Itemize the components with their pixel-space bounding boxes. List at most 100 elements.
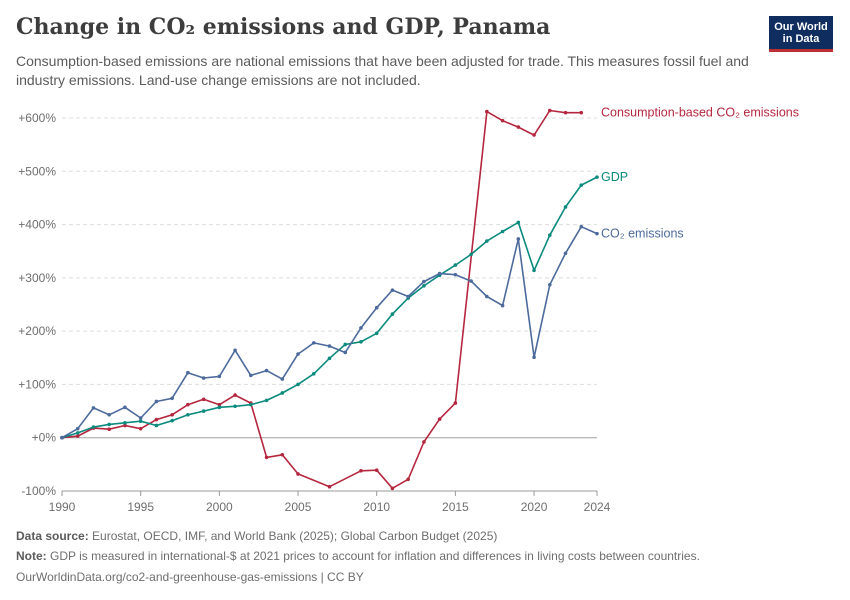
data-point-gdp [485, 239, 489, 243]
y-tick-label: -100% [21, 484, 56, 498]
data-point-consumption [547, 108, 552, 113]
data-point-consumption [327, 484, 332, 489]
data-point-gdp [327, 356, 332, 361]
data-point-gdp [343, 342, 348, 347]
owid-logo[interactable]: Our World in Data [769, 16, 833, 52]
data-point-consumption [75, 434, 80, 438]
data-point-co2 [343, 350, 348, 355]
series-label-co2: CO₂ emissions [601, 227, 684, 241]
data-point-co2 [500, 303, 505, 308]
data-point-co2 [359, 326, 363, 330]
data-point-consumption [532, 133, 536, 137]
data-point-consumption [500, 118, 505, 123]
source-url[interactable]: OurWorldinData.org/co2-and-greenhouse-ga… [16, 570, 364, 584]
data-point-gdp [563, 205, 568, 209]
x-tick-label: 2010 [363, 500, 390, 514]
data-point-co2 [249, 373, 253, 378]
data-point-gdp [91, 425, 96, 429]
data-point-co2 [186, 370, 190, 375]
data-point-gdp [579, 183, 584, 187]
data-point-consumption [264, 455, 269, 460]
data-point-gdp [264, 398, 269, 403]
data-point-co2 [547, 282, 552, 287]
data-point-gdp [280, 391, 285, 395]
data-source-label: Data source: [16, 529, 89, 543]
x-tick-label: 2020 [521, 500, 548, 514]
data-point-gdp [374, 331, 379, 336]
data-point-co2 [390, 288, 395, 292]
data-point-co2 [469, 279, 473, 283]
data-point-co2 [91, 406, 96, 410]
data-point-co2 [422, 279, 426, 284]
data-point-co2 [579, 224, 584, 229]
data-point-consumption [296, 472, 300, 476]
data-point-consumption [516, 125, 521, 129]
data-point-consumption [579, 110, 584, 115]
data-point-gdp [532, 268, 536, 273]
data-point-gdp [170, 418, 174, 423]
data-point-consumption [359, 468, 363, 473]
data-point-gdp [453, 263, 458, 267]
data-point-consumption [406, 477, 410, 482]
data-point-co2 [532, 355, 536, 360]
data-point-co2 [406, 294, 410, 299]
data-point-co2 [264, 368, 269, 373]
y-tick-label: +100% [18, 377, 56, 391]
data-point-co2 [485, 294, 489, 299]
data-point-gdp [359, 340, 363, 344]
data-point-co2 [107, 413, 112, 417]
data-point-consumption [422, 440, 426, 444]
data-point-gdp [311, 371, 316, 376]
y-tick-label: +300% [18, 271, 56, 285]
data-point-consumption [201, 397, 206, 402]
logo-line-2: in Data [782, 33, 820, 45]
data-point-consumption [233, 393, 237, 397]
data-point-gdp [296, 382, 300, 387]
x-tick-label: 2005 [285, 500, 312, 514]
note-label: Note: [16, 549, 47, 563]
data-point-gdp [217, 405, 222, 410]
data-source-text: Eurostat, OECD, IMF, and World Bank (202… [92, 529, 498, 543]
series-line-gdp [61, 176, 598, 439]
data-point-consumption [217, 402, 222, 407]
series-label-gdp: GDP [601, 170, 628, 184]
data-point-co2 [311, 341, 316, 345]
data-point-consumption [154, 417, 159, 422]
data-point-co2 [60, 435, 64, 440]
y-tick-label: +600% [18, 111, 56, 125]
data-point-consumption [107, 427, 112, 431]
x-tick-label: 2024 [584, 500, 611, 514]
data-point-consumption [390, 486, 395, 491]
data-point-gdp [75, 431, 80, 435]
data-point-consumption [563, 110, 568, 115]
data-point-gdp [201, 409, 206, 413]
data-point-gdp [233, 404, 237, 409]
data-point-gdp [154, 423, 159, 428]
data-source: Data source: Eurostat, OECD, IMF, and Wo… [16, 529, 497, 543]
series-line-co2 [61, 225, 598, 439]
data-point-consumption [374, 468, 379, 473]
data-point-consumption [453, 401, 458, 405]
data-point-co2 [201, 376, 206, 380]
data-point-co2 [154, 399, 159, 404]
data-point-gdp [123, 420, 127, 425]
data-point-gdp [595, 175, 599, 179]
data-point-co2 [563, 251, 568, 256]
data-point-co2 [516, 237, 521, 241]
data-point-co2 [595, 231, 599, 236]
data-point-consumption [485, 109, 489, 114]
data-point-gdp [107, 422, 112, 427]
data-point-consumption [280, 452, 285, 457]
data-point-consumption [123, 423, 127, 428]
chart-note: Note: GDP is measured in international-$… [16, 549, 700, 563]
data-point-co2 [138, 416, 143, 420]
data-point-gdp [186, 413, 190, 417]
logo-line-1: Our World [774, 21, 828, 33]
note-text: GDP is measured in international-$ at 20… [50, 549, 700, 563]
data-point-consumption [170, 413, 174, 417]
data-point-gdp [469, 252, 473, 257]
data-point-co2 [296, 352, 300, 356]
data-point-consumption [437, 417, 442, 421]
data-point-consumption [186, 402, 190, 407]
